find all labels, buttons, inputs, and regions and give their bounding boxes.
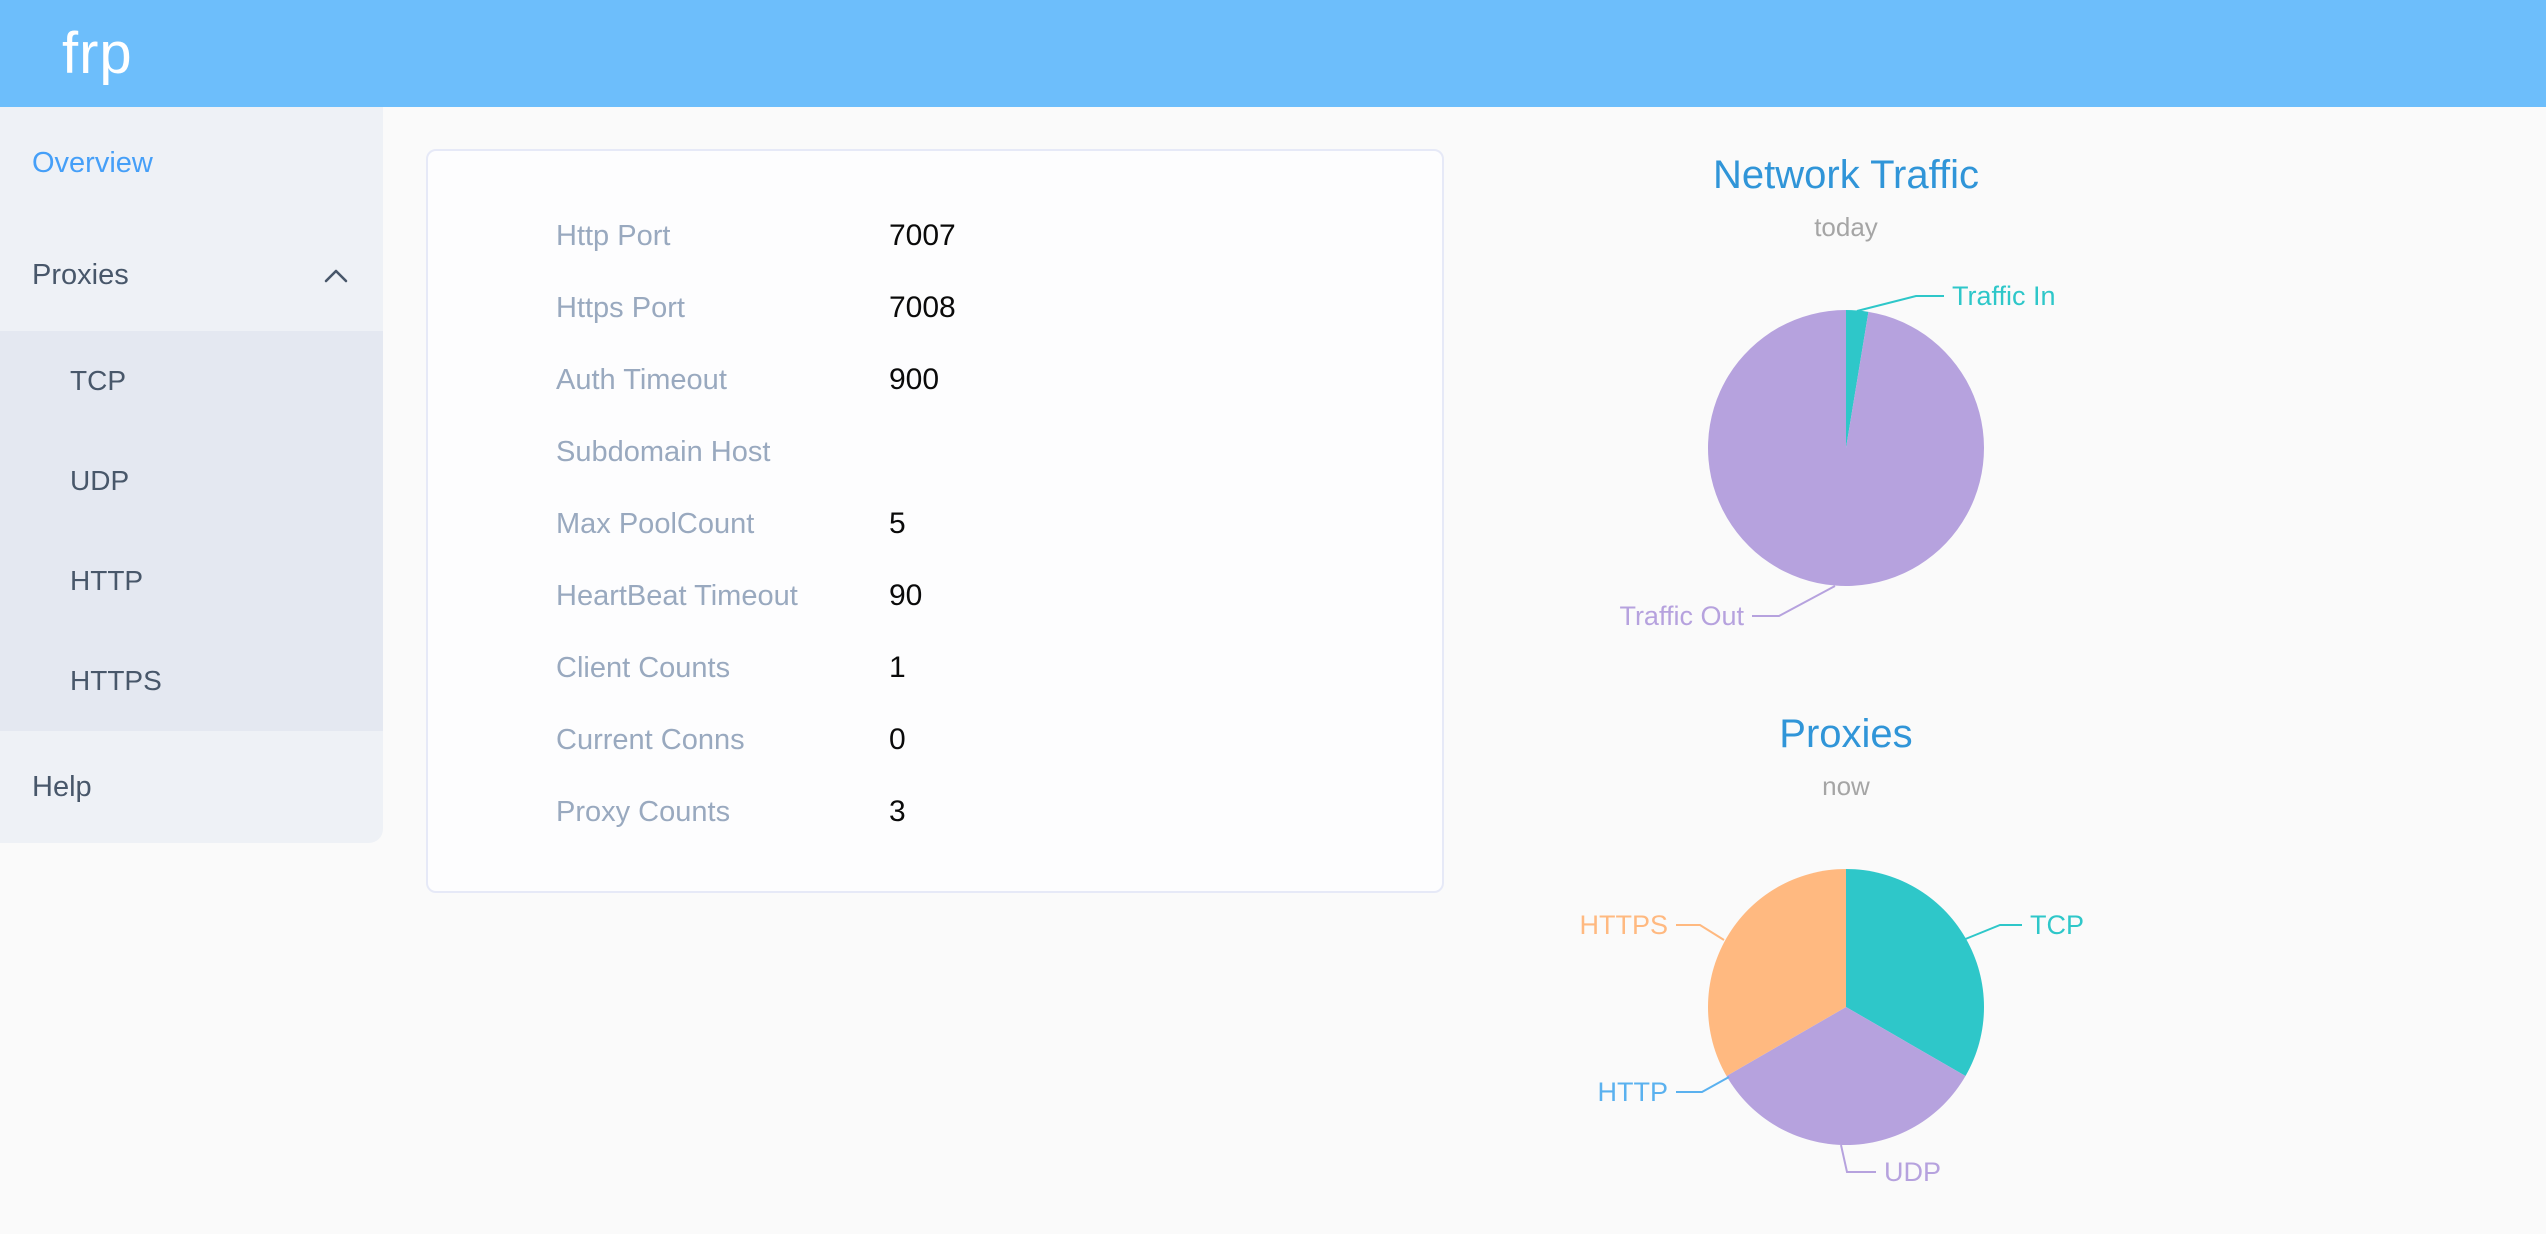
pie-slice-traffic-in[interactable] [1846,310,1869,448]
pie-label-line-tcp [1962,924,2022,941]
pie-label-tcp: TCP [2030,910,2084,940]
config-label: Client Counts [556,651,731,684]
config-label: Current Conns [556,723,745,756]
sidebar: Overview Proxies TCP UDP HTTP HTTPS Help [0,107,383,843]
config-value: 3 [889,795,906,828]
sidebar-item-label: TCP [70,365,126,396]
config-row: Proxy Counts 3 [428,776,1442,848]
config-label: HeartBeat Timeout [556,579,798,612]
config-label: Http Port [556,219,671,252]
pie-slice-traffic-out[interactable] [1708,310,1984,586]
pie-slice-tcp[interactable] [1846,869,1984,1076]
config-row: Client Counts 1 [428,632,1442,704]
chart-subtitle-proxies: now [1822,771,1870,801]
sidebar-item-proxies[interactable]: Proxies [0,219,383,331]
config-row: Http Port 7007 [428,200,1442,272]
config-row: Subdomain Host [428,416,1442,488]
pie-label-line-udp [1840,1144,1876,1173]
pie-label-line-traffic-out [1752,585,1836,617]
config-row: Https Port 7008 [428,272,1442,344]
config-value: 5 [889,507,906,540]
chart-title-proxies: Proxies [1779,712,1912,756]
chevron-up-icon [324,269,348,282]
pie-label-traffic-out: Traffic Out [1619,601,1744,631]
config-value: 900 [889,363,940,396]
config-value: 1 [889,651,906,684]
config-row: Auth Timeout 900 [428,344,1442,416]
server-config-card: Http Port 7007 Https Port 7008 Auth Timeout 9… [426,149,1444,893]
pie-label-traffic-in: Traffic In [1952,281,2056,311]
config-label: Proxy Counts [556,795,731,828]
config-value: 90 [889,579,923,612]
sidebar-item-https[interactable]: HTTPS [0,631,383,731]
chart-title-network-traffic: Network Traffic [1713,153,1979,197]
app-header: frp [0,0,2546,107]
sidebar-item-label: Proxies [32,258,129,291]
sidebar-item-label: Help [32,770,92,803]
config-row: Current Conns 0 [428,704,1442,776]
pie-label-line-traffic-in [1856,295,1944,312]
sidebar-item-label: UDP [70,465,130,496]
pie-label-https: HTTPS [1579,910,1668,940]
sidebar-item-help[interactable]: Help [0,731,383,843]
app-logo[interactable]: frp [62,21,133,86]
pie-slice-https[interactable] [1708,869,1846,1076]
pie-label-line-https [1676,924,1725,941]
config-value: 7008 [889,291,956,324]
sidebar-item-label: HTTP [70,565,144,596]
chart-subtitle-network-traffic: today [1814,212,1878,242]
sidebar-item-overview[interactable]: Overview [0,107,383,219]
sidebar-item-label: Overview [32,146,153,179]
sidebar-item-udp[interactable]: UDP [0,431,383,531]
config-label: Https Port [556,291,685,324]
pie-label-line-http [1676,1076,1730,1093]
config-label: Max PoolCount [556,507,755,540]
sidebar-item-http[interactable]: HTTP [0,531,383,631]
config-row: HeartBeat Timeout 90 [428,560,1442,632]
config-value: 0 [889,723,906,756]
server-config-rows: Http Port 7007 Https Port 7008 Auth Timeout 9… [428,200,1442,848]
pie-label-http: HTTP [1598,1077,1669,1107]
config-label: Subdomain Host [556,435,771,468]
pie-label-udp: UDP [1884,1157,1941,1187]
config-row: Max PoolCount 5 [428,488,1442,560]
config-label: Auth Timeout [556,363,727,396]
sidebar-item-tcp[interactable]: TCP [0,331,383,431]
sidebar-item-label: HTTPS [70,665,162,696]
config-value: 7007 [889,219,956,252]
